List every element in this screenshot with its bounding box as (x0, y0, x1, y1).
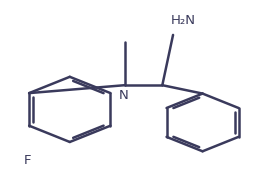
Text: H₂N: H₂N (170, 13, 195, 26)
Text: F: F (24, 154, 32, 167)
Text: N: N (118, 89, 128, 102)
